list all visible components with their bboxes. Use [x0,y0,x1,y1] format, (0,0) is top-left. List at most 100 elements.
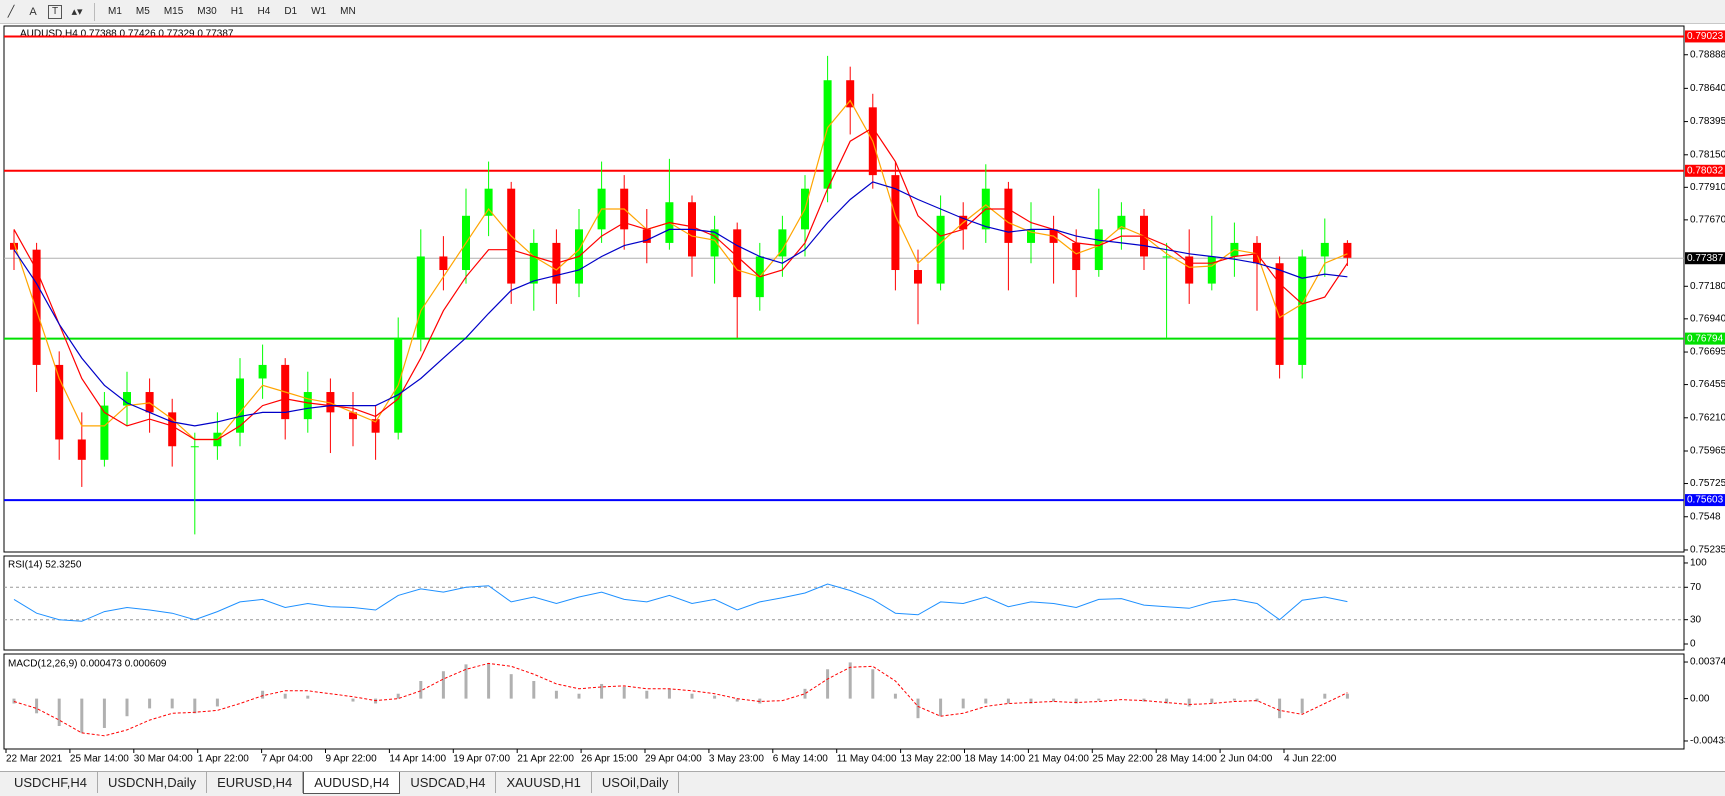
symbol-tab[interactable]: AUDUSD,H4 [303,772,401,794]
candle-body [55,364,64,440]
candle-body [484,188,493,216]
timeframe-button[interactable]: M15 [163,6,184,17]
moving-average [13,99,1348,441]
macd-panel [3,653,1685,750]
x-tick-label: 2 Jun 04:00 [1220,754,1273,765]
chart: AUDUSD,H4 0.77388 0.77426 0.77329 0.7738… [3,25,1725,765]
toolbar: ╱ A T ▴▾ M1 M5 M15 M30 H1 H4 D1 W1 MN [0,0,1725,24]
price-tick-label: 0.76695 [1690,347,1725,358]
price-tick-label: 0.78150 [1690,149,1725,160]
symbol-tab[interactable]: USDCNH,Daily [98,772,208,793]
x-tick-label: 7 Apr 04:00 [262,754,314,765]
label-tool[interactable]: T [48,4,62,19]
candle-body [349,412,357,420]
candle-body [439,256,448,271]
x-tick-label: 28 May 14:00 [1156,754,1217,765]
candle-body [1343,242,1352,258]
price-tick-label: 0.75235 [1690,545,1725,556]
symbol-tab[interactable]: USOil,Daily [592,772,680,793]
candle-body [190,446,199,448]
candle-body [1298,256,1307,365]
x-tick-label: 6 May 14:00 [773,754,828,765]
candle-body [236,378,244,433]
candle-body [710,229,719,257]
macd-tick-label: 0.00 [1690,693,1710,704]
candle-body [1027,229,1035,243]
candle-body [77,439,86,460]
candle-body [303,392,312,420]
price-tick-label: 0.78888 [1690,49,1725,60]
price-tick-label: 0.77180 [1690,281,1725,292]
rsi-tick-label: 70 [1690,582,1702,593]
price-tick-label: 0.76455 [1690,379,1725,390]
level-label: 0.76794 [1687,333,1724,344]
timeframe-button[interactable]: W1 [311,6,327,17]
x-tick-label: 19 Apr 07:00 [453,754,510,765]
candle-body [1072,242,1081,271]
candle-body [914,270,922,284]
level-label-box [1685,30,1725,43]
price-panel [3,25,1685,553]
candle-body [936,215,945,284]
price-tick-label: 0.76210 [1690,412,1725,423]
timeframe-button[interactable]: M1 [108,6,122,17]
candle-body [823,80,832,189]
x-tick-label: 25 Mar 14:00 [70,754,129,765]
timeframe-button[interactable]: H4 [257,6,271,17]
rsi-panel [3,555,1685,651]
text-tool[interactable]: A [29,5,37,18]
candle-body [1320,242,1329,257]
price-tick-label: 0.7548 [1690,511,1721,522]
candle-body [123,392,131,406]
level-label-box [1685,332,1725,345]
macd-signal [13,662,1348,737]
timeframe-button[interactable]: MN [340,6,356,17]
x-tick-label: 4 Jun 22:00 [1284,754,1337,765]
candle-body [326,392,335,413]
chart-title: AUDUSD,H4 0.77388 0.77426 0.77329 0.7738… [20,29,234,40]
candle-body [1162,256,1171,258]
x-tick-label: 11 May 04:00 [837,754,897,765]
timeframe-button[interactable]: D1 [284,6,298,17]
x-tick-label: 13 May 22:00 [901,754,962,765]
x-tick-label: 9 Apr 22:00 [326,754,378,765]
candle-body [778,229,787,257]
candle-body [258,364,267,379]
timeframe-button[interactable]: M30 [197,6,217,17]
x-tick-label: 22 Mar 2021 [6,754,63,765]
shapes-tool[interactable]: ▴▾ [71,6,83,18]
candle-body [846,80,855,108]
candle-body [10,242,18,250]
symbol-tabs: USDCHF,H4 USDCNH,Daily EURUSD,H4 AUDUSD,H4 U… [0,771,1725,796]
candle-body [1185,256,1194,284]
level-label: 0.75603 [1687,495,1724,506]
symbol-tab[interactable]: USDCAD,H4 [400,772,497,793]
timeframe-button[interactable]: H1 [230,6,244,17]
level-label: 0.78032 [1687,165,1724,176]
timeframe-button[interactable]: M5 [135,6,150,17]
symbol-tab[interactable]: EURUSD,H4 [207,772,304,793]
price-tick-label: 0.76940 [1690,313,1725,324]
price-tick-label: 0.78640 [1690,83,1725,94]
x-tick-label: 18 May 14:00 [965,754,1026,765]
x-tick-label: 26 Apr 15:00 [581,754,638,765]
candle-body [1094,229,1103,271]
rsi-line [13,583,1348,622]
x-tick-label: 3 May 23:00 [709,754,764,765]
timeframes: M1 M5 M15 M30 H1 H4 D1 W1 MN [101,6,363,17]
last-price-box [1685,252,1725,265]
moving-average [13,181,1348,427]
x-tick-label: 29 Apr 04:00 [645,754,702,765]
moving-average [13,126,1348,441]
price-tick-label: 0.75965 [1690,446,1725,457]
candle-body [168,412,177,447]
cursor-tool[interactable]: ╱ [7,6,15,18]
candle-body [32,249,41,365]
candle-body [416,256,425,338]
symbol-tab[interactable]: XAUUSD,H1 [496,772,592,793]
candle-body [1207,256,1216,284]
x-tick-label: 21 Apr 22:00 [517,754,574,765]
symbol-tab[interactable]: USDCHF,H4 [4,772,98,793]
candle-body [145,392,154,413]
separator [94,2,95,21]
